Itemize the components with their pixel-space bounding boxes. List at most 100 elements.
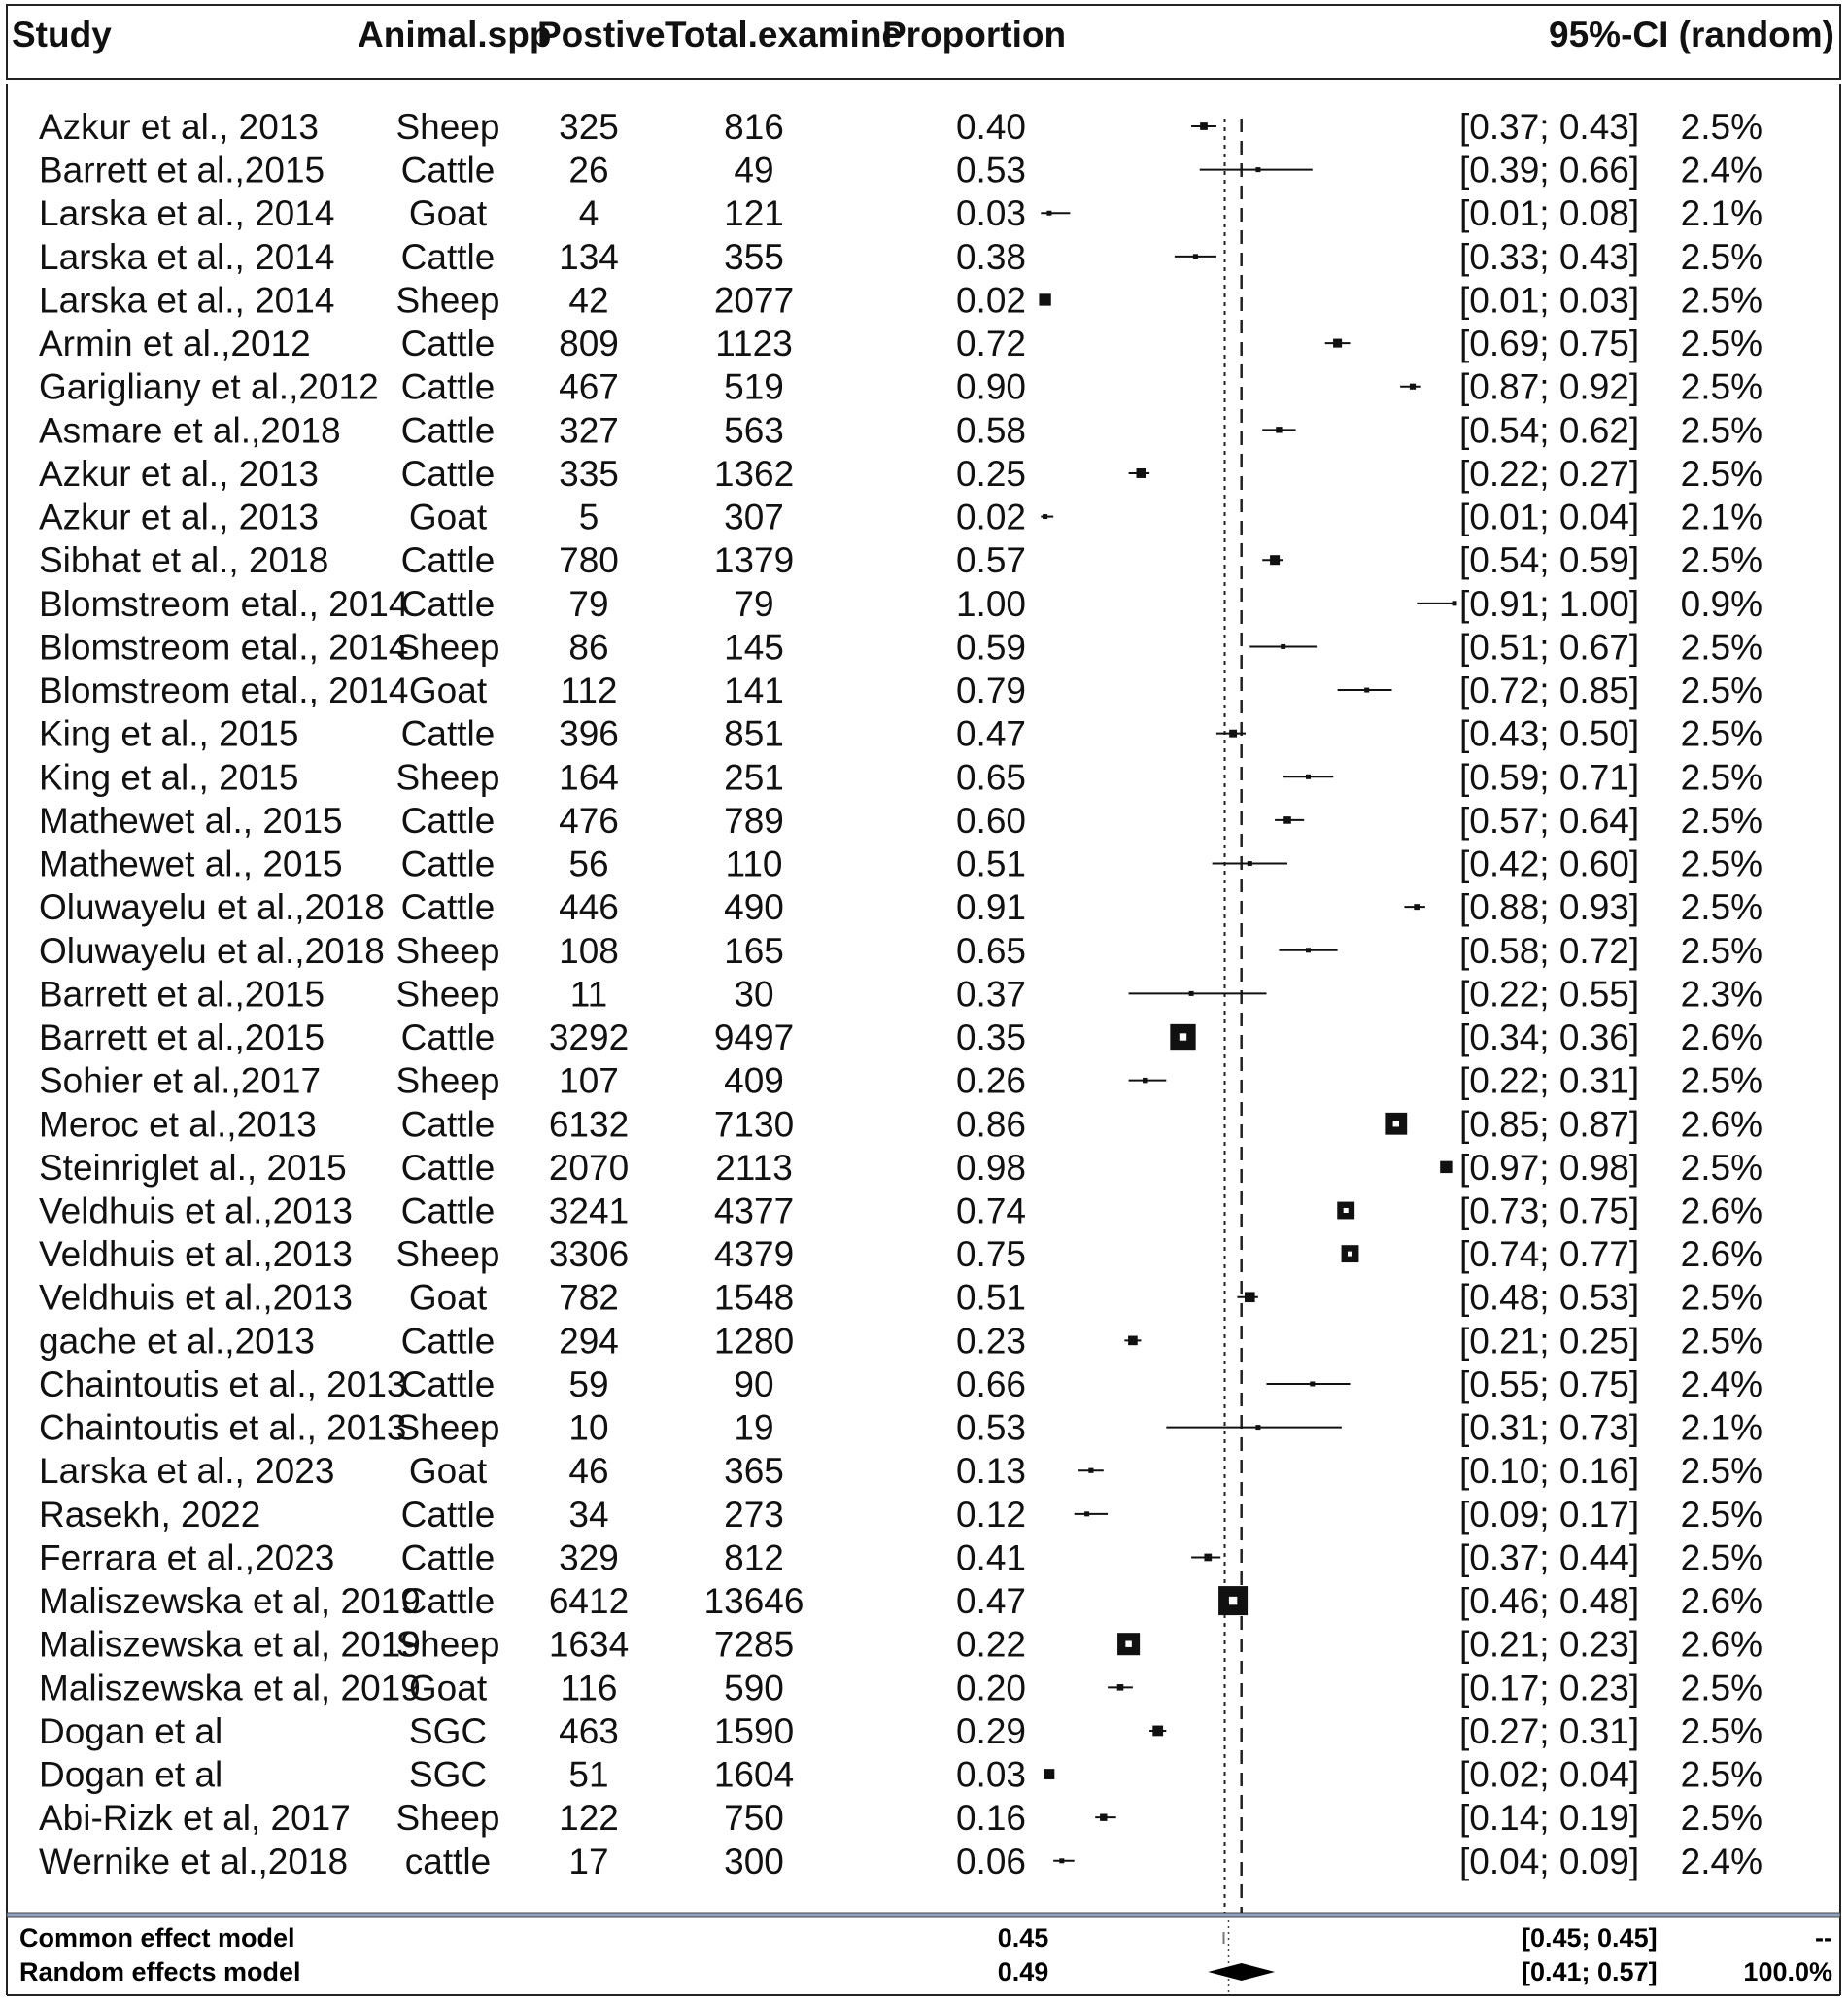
- proportion-value: 0.79: [956, 671, 1026, 710]
- ci-text: [0.01; 0.08]: [1459, 193, 1639, 233]
- proportion-value: 0.58: [956, 410, 1026, 450]
- study-row: Larska et al., 2014 Cattle 134 355 0.38 [0.33…: [39, 237, 1762, 277]
- positive-count: 122: [559, 1798, 619, 1838]
- proportion-value: 0.75: [956, 1234, 1026, 1274]
- total-examined: 19: [734, 1408, 773, 1448]
- study-row: Rasekh, 2022 Cattle 34 273 0.12 [0.09; 0.17] 2…: [39, 1495, 1762, 1535]
- total-examined: 1379: [714, 540, 794, 580]
- col-header-study: Study: [12, 15, 112, 54]
- weight-text: 2.5%: [1681, 280, 1762, 320]
- study-name: Rasekh, 2022: [39, 1495, 260, 1535]
- proportion-value: 0.41: [956, 1537, 1026, 1577]
- point-estimate-box: [1039, 293, 1051, 306]
- study-row: Mathewet al., 2015 Cattle 56 110 0.51 [0.42; …: [39, 845, 1762, 884]
- positive-count: 396: [559, 714, 619, 754]
- positive-count: 10: [568, 1408, 608, 1448]
- point-estimate-box: [1281, 643, 1286, 649]
- weight-text: 2.5%: [1681, 410, 1762, 450]
- ci-text: [0.54; 0.59]: [1459, 540, 1639, 580]
- proportion-value: 0.51: [956, 845, 1026, 884]
- animal-species: Cattle: [401, 1148, 496, 1188]
- ci-text: [0.91; 1.00]: [1459, 584, 1639, 624]
- total-examined: 110: [726, 845, 783, 884]
- study-row: Veldhuis et al.,2013 Goat 782 1548 0.51 [0.48…: [39, 1278, 1762, 1318]
- study-name: Barrett et al.,2015: [39, 974, 325, 1014]
- ci-text: [0.97; 0.98]: [1459, 1148, 1639, 1188]
- positive-count: 2070: [549, 1148, 629, 1188]
- animal-species: Cattle: [401, 367, 496, 407]
- ci-text: [0.43; 0.50]: [1459, 714, 1639, 754]
- ci-text: [0.69; 0.75]: [1459, 324, 1639, 363]
- weight-text: 2.5%: [1681, 1278, 1762, 1318]
- positive-count: 112: [561, 671, 618, 710]
- weight-text: 2.5%: [1681, 801, 1762, 841]
- total-examined: 365: [724, 1451, 784, 1491]
- study-name: Chaintoutis et al., 2013: [39, 1364, 406, 1404]
- summary-diamond: [1208, 1963, 1276, 1981]
- study-row: Sohier et al.,2017 Sheep 107 409 0.26 [0.22; …: [39, 1061, 1762, 1101]
- study-name: Azkur et al., 2013: [39, 107, 319, 147]
- animal-species: SGC: [409, 1711, 487, 1751]
- total-examined: 90: [734, 1364, 773, 1404]
- weight-text: 2.5%: [1681, 931, 1762, 971]
- animal-species: Cattle: [401, 410, 496, 450]
- study-row: Meroc et al.,2013 Cattle 6132 7130 0.86 [0.85…: [39, 1104, 1762, 1144]
- proportion-value: 0.65: [956, 757, 1026, 797]
- weight-text: 2.5%: [1681, 845, 1762, 884]
- animal-species: Cattle: [401, 1537, 496, 1577]
- study-name: Armin et al.,2012: [39, 324, 311, 363]
- proportion-value: 0.51: [956, 1278, 1026, 1318]
- point-estimate-center: [1179, 1033, 1187, 1041]
- proportion-value: 0.12: [956, 1495, 1026, 1535]
- positive-count: 446: [559, 887, 619, 927]
- study-row: Armin et al.,2012 Cattle 809 1123 0.72 [0.69;…: [39, 324, 1762, 363]
- weight-text: 2.1%: [1681, 1408, 1762, 1448]
- animal-species: Cattle: [401, 1581, 496, 1621]
- total-examined: 4379: [714, 1234, 794, 1274]
- point-estimate-box: [1044, 1769, 1055, 1779]
- ci-text: [0.48; 0.53]: [1459, 1278, 1639, 1318]
- total-examined: 9497: [714, 1018, 794, 1057]
- weight-text: 2.6%: [1681, 1234, 1762, 1274]
- animal-species: Sheep: [396, 1061, 500, 1101]
- point-estimate-box: [1046, 210, 1052, 216]
- ci-text: [0.54; 0.62]: [1459, 410, 1639, 450]
- proportion-value: 0.86: [956, 1104, 1026, 1144]
- proportion-value: 0.40: [956, 107, 1026, 147]
- study-row: Dogan et al SGC 463 1590 0.29 [0.27; 0.31] 2.5…: [39, 1711, 1762, 1751]
- animal-species: Cattle: [401, 324, 496, 363]
- proportion-value: 0.90: [956, 367, 1026, 407]
- animal-species: Cattle: [401, 887, 496, 927]
- positive-count: 6412: [549, 1581, 629, 1621]
- summary-ci-text: [0.41; 0.57]: [1522, 1957, 1658, 1986]
- positive-count: 476: [559, 801, 619, 841]
- animal-species: Sheep: [396, 1234, 500, 1274]
- proportion-value: 0.53: [956, 151, 1026, 190]
- summary-row: Random effects model 0.49 [0.41; 0.57] 100.…: [19, 1957, 1832, 1986]
- proportion-value: 0.02: [956, 280, 1026, 320]
- positive-count: 329: [559, 1537, 619, 1577]
- study-row: Veldhuis et al.,2013 Sheep 3306 4379 0.75 [0.…: [39, 1234, 1762, 1274]
- proportion-value: 1.00: [956, 584, 1026, 624]
- positive-count: 780: [559, 540, 619, 580]
- animal-species: Sheep: [396, 627, 500, 667]
- point-estimate-box: [1059, 1858, 1065, 1864]
- point-estimate-box: [1128, 1335, 1138, 1346]
- col-header-ci: 95%-CI (random): [1549, 15, 1834, 54]
- col-header-proportion: Proportion: [882, 15, 1066, 54]
- study-name: Sohier et al.,2017: [39, 1061, 321, 1101]
- weight-text: 2.5%: [1681, 540, 1762, 580]
- animal-species: Cattle: [401, 1321, 496, 1361]
- positive-count: 335: [559, 454, 619, 494]
- weight-text: 2.5%: [1681, 714, 1762, 754]
- study-name: Chaintoutis et al., 2013: [39, 1408, 406, 1448]
- study-row: Abi-Rizk et al, 2017 Sheep 122 750 0.16 [0.14…: [39, 1798, 1762, 1838]
- point-estimate-box: [1306, 774, 1311, 779]
- ci-text: [0.22; 0.55]: [1459, 974, 1639, 1014]
- positive-count: 164: [559, 757, 619, 797]
- study-row: Sibhat et al., 2018 Cattle 780 1379 0.57 [0.5…: [39, 540, 1762, 580]
- point-estimate-box: [1088, 1467, 1094, 1473]
- animal-species: Cattle: [401, 237, 496, 277]
